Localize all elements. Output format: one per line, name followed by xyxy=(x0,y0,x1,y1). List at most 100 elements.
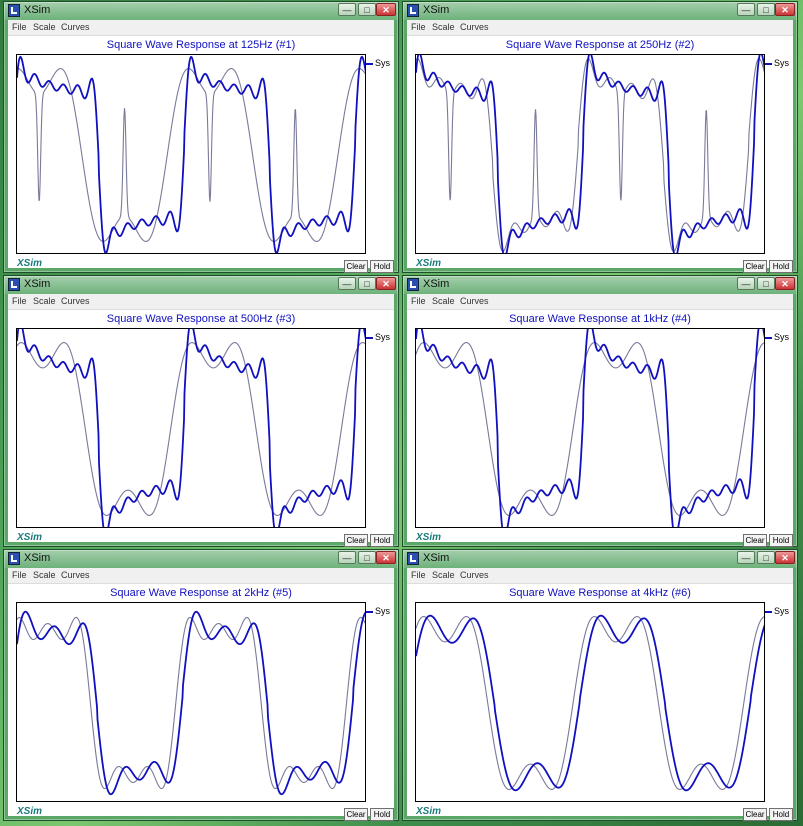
clear-button[interactable]: Clear xyxy=(743,808,767,821)
clear-button[interactable]: Clear xyxy=(743,260,767,273)
waveform-plot xyxy=(416,55,764,253)
hold-button[interactable]: Hold xyxy=(769,260,793,273)
menu-scale[interactable]: Scale xyxy=(432,296,455,306)
title-bar[interactable]: XSim — □ ✕ xyxy=(4,276,398,294)
series-sys-line xyxy=(416,329,764,527)
legend-swatch-sys xyxy=(366,337,373,339)
close-icon[interactable]: ✕ xyxy=(775,277,795,290)
plot-area[interactable] xyxy=(415,602,765,802)
xsim-window-3[interactable]: XSim — □ ✕ File Scale Curves Square Wave… xyxy=(3,275,399,547)
menu-curves[interactable]: Curves xyxy=(460,296,489,306)
legend: Sys xyxy=(765,606,791,618)
close-icon[interactable]: ✕ xyxy=(775,3,795,16)
hold-button[interactable]: Hold xyxy=(769,534,793,547)
xsim-window-4[interactable]: XSim — □ ✕ File Scale Curves Square Wave… xyxy=(402,275,798,547)
legend: Sys xyxy=(765,332,791,344)
plot-area[interactable] xyxy=(16,54,366,254)
menu-scale[interactable]: Scale xyxy=(33,296,56,306)
menu-scale[interactable]: Scale xyxy=(432,22,455,32)
title-bar[interactable]: XSim — □ ✕ xyxy=(4,2,398,20)
clear-button[interactable]: Clear xyxy=(344,808,368,821)
menu-file[interactable]: File xyxy=(12,296,27,306)
close-icon[interactable]: ✕ xyxy=(376,551,396,564)
menu-file[interactable]: File xyxy=(12,570,27,580)
close-icon[interactable]: ✕ xyxy=(376,277,396,290)
plot-area[interactable] xyxy=(16,602,366,802)
maximize-icon[interactable]: □ xyxy=(358,277,376,290)
series-sys-line xyxy=(17,55,365,253)
window-title: XSim xyxy=(24,4,51,16)
series-reference-line xyxy=(17,342,365,516)
xsim-window-6[interactable]: XSim — □ ✕ File Scale Curves Square Wave… xyxy=(402,549,798,821)
chart-title: Square Wave Response at 4kHz (#6) xyxy=(509,587,691,599)
menu-curves[interactable]: Curves xyxy=(61,570,90,580)
clear-button[interactable]: Clear xyxy=(743,534,767,547)
series-reference-line xyxy=(17,68,365,242)
xsim-logo: XSim xyxy=(17,806,43,817)
close-icon[interactable]: ✕ xyxy=(376,3,396,16)
maximize-icon[interactable]: □ xyxy=(358,551,376,564)
maximize-icon[interactable]: □ xyxy=(757,277,775,290)
menu-file[interactable]: File xyxy=(411,22,426,32)
maximize-icon[interactable]: □ xyxy=(358,3,376,16)
xsim-logo: XSim xyxy=(17,258,43,269)
title-bar[interactable]: XSim — □ ✕ xyxy=(403,276,797,294)
minimize-icon[interactable]: — xyxy=(737,551,755,564)
legend-label-sys: Sys xyxy=(774,332,790,342)
chart-title: Square Wave Response at 125Hz (#1) xyxy=(106,39,296,51)
xsim-app-icon[interactable] xyxy=(8,4,20,17)
menu-bar: File Scale Curves xyxy=(8,568,394,584)
xsim-window-2[interactable]: XSim — □ ✕ File Scale Curves Square Wave… xyxy=(402,1,798,273)
series-sys-line xyxy=(416,614,764,792)
menu-scale[interactable]: Scale xyxy=(33,22,56,32)
legend-swatch-sys xyxy=(765,63,772,65)
maximize-icon[interactable]: □ xyxy=(757,551,775,564)
menu-file[interactable]: File xyxy=(12,22,27,32)
title-bar[interactable]: XSim — □ ✕ xyxy=(403,2,797,20)
menu-file[interactable]: File xyxy=(411,570,426,580)
window-client: File Scale Curves Square Wave Response a… xyxy=(8,20,394,273)
xsim-app-icon[interactable] xyxy=(407,4,419,17)
title-bar[interactable]: XSim — □ ✕ xyxy=(403,550,797,568)
maximize-icon[interactable]: □ xyxy=(757,3,775,16)
xsim-window-5[interactable]: XSim — □ ✕ File Scale Curves Square Wave… xyxy=(3,549,399,821)
menu-file[interactable]: File xyxy=(411,296,426,306)
series-sys-line xyxy=(17,610,365,796)
menu-bar: File Scale Curves xyxy=(407,294,793,310)
legend: Sys xyxy=(366,606,392,618)
xsim-window-1[interactable]: XSim — □ ✕ File Scale Curves Square Wave… xyxy=(3,1,399,273)
hold-button[interactable]: Hold xyxy=(769,808,793,821)
clear-button[interactable]: Clear xyxy=(344,260,368,273)
plot-area[interactable] xyxy=(415,328,765,528)
menu-scale[interactable]: Scale xyxy=(432,570,455,580)
xsim-app-icon[interactable] xyxy=(8,278,20,291)
menu-curves[interactable]: Curves xyxy=(460,22,489,32)
menu-curves[interactable]: Curves xyxy=(460,570,489,580)
xsim-app-icon[interactable] xyxy=(407,278,419,291)
xsim-app-icon[interactable] xyxy=(8,552,20,565)
series-reference-line xyxy=(17,616,365,790)
hold-button[interactable]: Hold xyxy=(370,260,394,273)
minimize-icon[interactable]: — xyxy=(737,277,755,290)
plot-area[interactable] xyxy=(16,328,366,528)
clear-button[interactable]: Clear xyxy=(344,534,368,547)
legend: Sys xyxy=(366,58,392,70)
window-client: File Scale Curves Square Wave Response a… xyxy=(8,568,394,821)
minimize-icon[interactable]: — xyxy=(737,3,755,16)
series-reference-line xyxy=(416,616,764,790)
waveform-plot xyxy=(416,329,764,527)
xsim-app-icon[interactable] xyxy=(407,552,419,565)
close-icon[interactable]: ✕ xyxy=(775,551,795,564)
minimize-icon[interactable]: — xyxy=(338,277,356,290)
menu-curves[interactable]: Curves xyxy=(61,22,90,32)
minimize-icon[interactable]: — xyxy=(338,3,356,16)
menu-curves[interactable]: Curves xyxy=(61,296,90,306)
title-bar[interactable]: XSim — □ ✕ xyxy=(4,550,398,568)
menu-scale[interactable]: Scale xyxy=(33,570,56,580)
hold-button[interactable]: Hold xyxy=(370,534,394,547)
minimize-icon[interactable]: — xyxy=(338,551,356,564)
window-client: File Scale Curves Square Wave Response a… xyxy=(8,294,394,547)
hold-button[interactable]: Hold xyxy=(370,808,394,821)
legend-swatch-sys xyxy=(366,63,373,65)
plot-area[interactable] xyxy=(415,54,765,254)
